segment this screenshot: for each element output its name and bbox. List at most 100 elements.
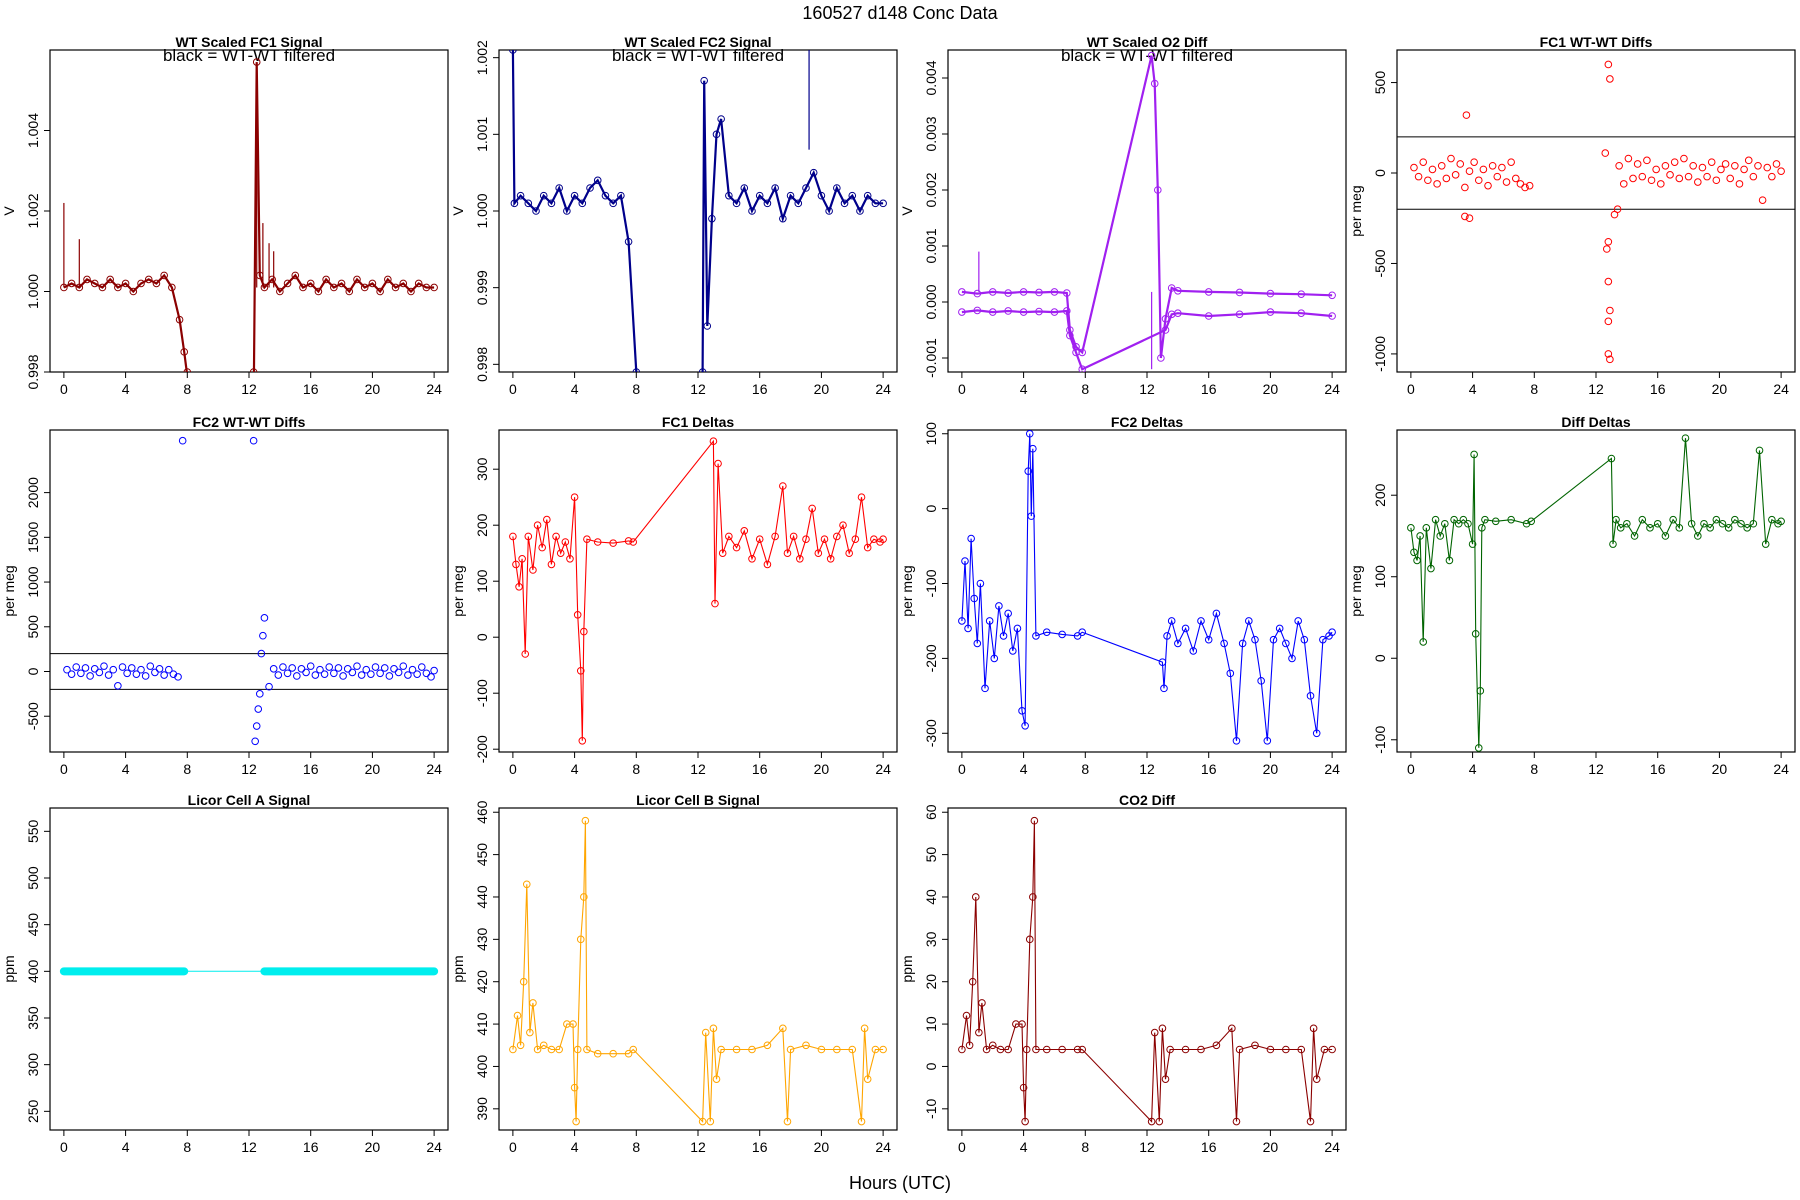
data-point — [160, 271, 168, 280]
data-point — [1744, 156, 1753, 165]
data-point — [302, 668, 310, 677]
data-point — [1238, 639, 1247, 648]
data-point — [522, 880, 531, 889]
x-tick-label: 0 — [60, 761, 68, 777]
data-point — [1021, 1117, 1029, 1126]
x-tick-label: 8 — [632, 381, 640, 397]
data-point — [1181, 1045, 1190, 1054]
data-point — [1158, 1024, 1167, 1033]
data-point — [1604, 277, 1613, 286]
data-point — [1300, 635, 1309, 644]
data-point — [556, 549, 565, 558]
data-point — [1604, 350, 1613, 358]
data-point — [789, 532, 798, 541]
data-point — [257, 649, 266, 658]
data-point — [414, 279, 423, 288]
data-point — [1670, 158, 1679, 166]
x-axis-label: Hours (UTC) — [849, 1173, 951, 1193]
data-point — [1647, 176, 1656, 185]
data-point — [717, 1045, 725, 1054]
y-tick-label: 2000 — [25, 477, 41, 508]
data-point — [958, 308, 966, 316]
data-point — [1601, 149, 1610, 157]
data-point — [833, 1045, 841, 1054]
data-point — [999, 632, 1008, 640]
data-point — [1018, 707, 1026, 715]
data-point — [555, 184, 563, 192]
data-point — [178, 436, 187, 445]
data-point — [856, 207, 864, 215]
data-point — [1669, 515, 1677, 524]
data-point — [100, 662, 108, 670]
data-point — [77, 669, 85, 678]
x-tick-label: 24 — [1324, 381, 1340, 397]
data-point — [961, 557, 969, 565]
x-tick-label: 20 — [814, 1139, 830, 1155]
y-tick-label: 100 — [1372, 565, 1388, 589]
y-tick-label: 10 — [923, 1016, 939, 1032]
plot-frame — [49, 49, 449, 373]
data-point — [1035, 307, 1043, 316]
data-point — [353, 275, 361, 284]
data-point — [1197, 1045, 1205, 1054]
x-tick-label: 8 — [1081, 761, 1089, 777]
series-line — [63, 273, 188, 372]
data-point — [1689, 161, 1697, 170]
y-tick-label: 300 — [474, 457, 490, 481]
data-point — [1661, 532, 1670, 540]
y-axis-label: per meg — [450, 565, 466, 616]
data-point — [1459, 515, 1468, 524]
series-line — [1410, 438, 1782, 748]
y-tick-label: 0 — [923, 1062, 939, 1070]
y-tick-label: 500 — [25, 866, 41, 890]
data-point — [1684, 172, 1693, 181]
data-point — [422, 669, 431, 678]
data-point — [509, 1045, 517, 1054]
data-point — [732, 543, 741, 552]
data-point — [1502, 178, 1511, 186]
y-tick-label: 0 — [1372, 169, 1388, 177]
x-tick-label: 16 — [1201, 1139, 1217, 1155]
data-point — [1698, 163, 1707, 172]
data-point — [1687, 519, 1696, 528]
plot-area — [509, 50, 887, 372]
data-point — [1629, 174, 1637, 183]
data-point — [840, 199, 849, 208]
data-point — [1294, 617, 1302, 625]
data-point — [123, 669, 131, 678]
panel-title: FC2 WT-WT Diffs — [193, 414, 306, 430]
data-point — [763, 560, 772, 569]
data-point — [965, 1041, 974, 1050]
data-point — [360, 283, 369, 292]
data-point — [175, 315, 184, 324]
data-point — [1613, 205, 1622, 213]
y-tick-label: 250 — [25, 1099, 41, 1123]
data-point — [1454, 519, 1463, 528]
data-point — [391, 283, 400, 292]
data-point — [593, 538, 602, 546]
y-tick-label: 550 — [25, 819, 41, 843]
data-point — [1297, 1045, 1306, 1054]
panel-o2-diff: WT Scaled O2 Diff black = WT-WT filtered… — [899, 34, 1347, 397]
data-point — [1212, 609, 1221, 618]
data-point — [825, 207, 833, 215]
data-point — [698, 368, 707, 372]
x-tick-label: 8 — [1081, 1139, 1089, 1155]
data-point — [306, 279, 315, 288]
y-tick-label: 0.001 — [923, 228, 939, 263]
series-line — [961, 309, 1333, 371]
data-point — [252, 58, 261, 66]
y-axis-label: per meg — [1348, 565, 1364, 616]
data-point — [1450, 515, 1458, 524]
data-point — [390, 665, 398, 673]
y-tick-label: -100 — [923, 569, 939, 597]
y-tick-label: 1.004 — [25, 113, 41, 148]
y-tick-label: 400 — [25, 959, 41, 983]
data-point — [1022, 1045, 1031, 1054]
data-point — [845, 549, 853, 558]
x-tick-label: 8 — [1530, 761, 1538, 777]
data-point — [573, 1045, 582, 1054]
data-point — [104, 671, 113, 679]
data-point — [1266, 308, 1275, 316]
data-point — [1468, 540, 1477, 548]
